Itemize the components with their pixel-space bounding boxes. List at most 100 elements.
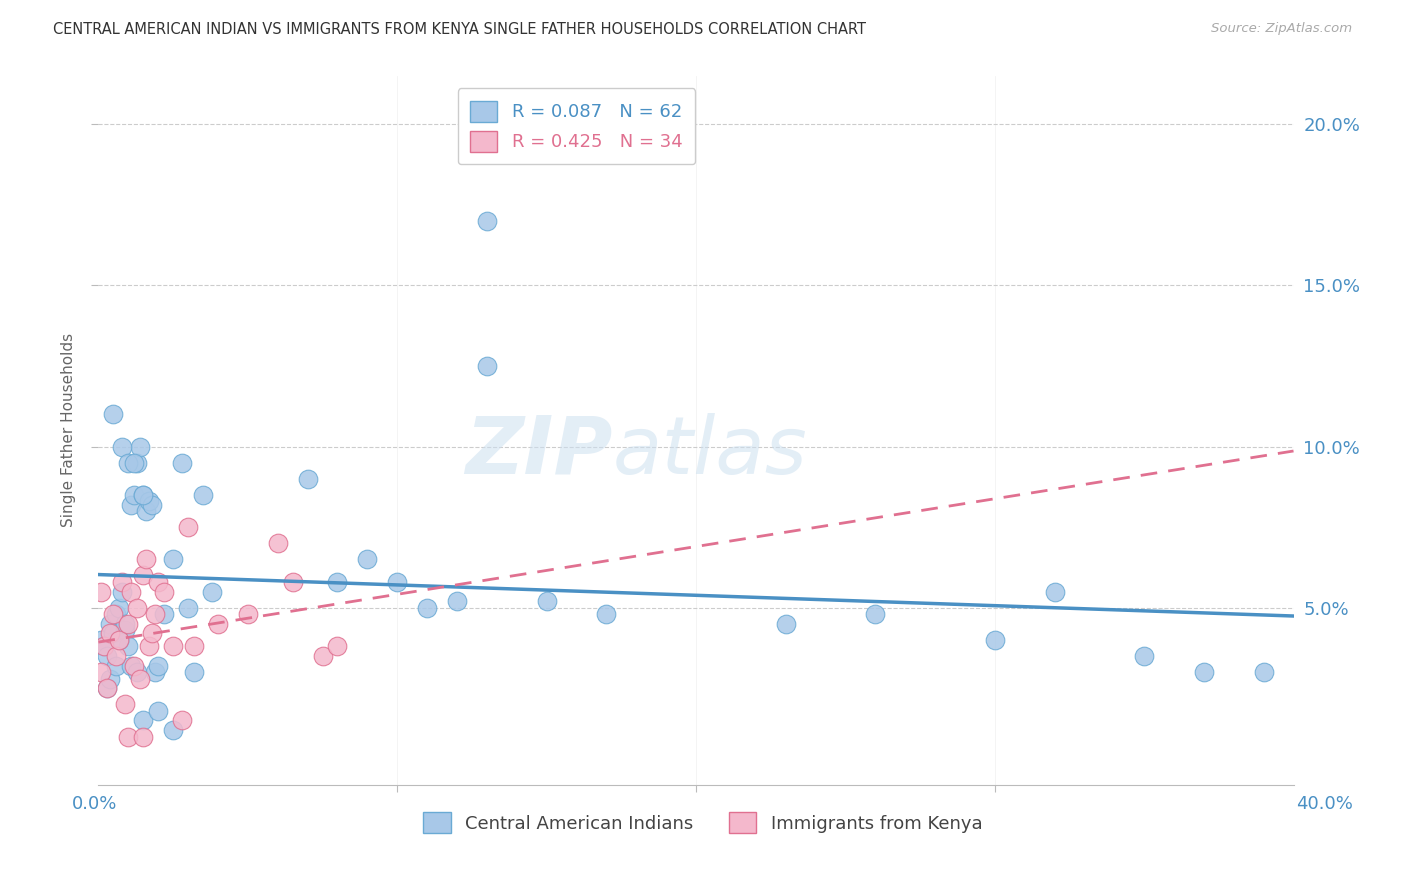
Point <box>191 488 214 502</box>
Point <box>162 723 184 738</box>
Point <box>267 536 290 550</box>
Point <box>207 616 229 631</box>
Point <box>117 616 139 631</box>
Point <box>162 640 184 654</box>
Point <box>108 632 131 647</box>
Point <box>120 658 142 673</box>
Point <box>1253 665 1275 680</box>
Point <box>108 632 131 647</box>
Point <box>114 616 136 631</box>
Point <box>103 607 125 621</box>
Point <box>1192 665 1215 680</box>
Point <box>356 552 378 566</box>
Point <box>90 632 112 647</box>
Point <box>475 214 498 228</box>
Text: CENTRAL AMERICAN INDIAN VS IMMIGRANTS FROM KENYA SINGLE FATHER HOUSEHOLDS CORREL: CENTRAL AMERICAN INDIAN VS IMMIGRANTS FR… <box>53 22 866 37</box>
Point <box>326 574 349 589</box>
Point <box>124 488 146 502</box>
Point <box>127 600 149 615</box>
Point <box>138 494 160 508</box>
Point <box>595 607 617 621</box>
Point <box>177 520 200 534</box>
Point <box>117 640 139 654</box>
Point <box>311 648 333 663</box>
Point <box>111 574 134 589</box>
Y-axis label: Single Father Households: Single Father Households <box>60 334 76 527</box>
Point <box>183 640 205 654</box>
Point <box>475 359 498 373</box>
Point <box>129 440 152 454</box>
Point <box>108 600 131 615</box>
Point <box>132 730 155 744</box>
Point <box>138 640 160 654</box>
Point <box>775 616 797 631</box>
Point <box>385 574 409 589</box>
Point <box>135 504 157 518</box>
Point <box>172 456 194 470</box>
Point <box>103 407 125 421</box>
Point <box>135 552 157 566</box>
Point <box>120 584 142 599</box>
Point <box>153 584 176 599</box>
Point <box>96 648 118 663</box>
Point <box>105 607 128 621</box>
Point <box>90 665 112 680</box>
Legend: Central American Indians, Immigrants from Kenya: Central American Indians, Immigrants fro… <box>416 805 990 840</box>
Legend: R = 0.087   N = 62, R = 0.425   N = 34: R = 0.087 N = 62, R = 0.425 N = 34 <box>458 88 695 164</box>
Point <box>148 704 170 718</box>
Point <box>446 594 468 608</box>
Point <box>111 584 134 599</box>
Point <box>132 714 155 728</box>
Point <box>93 640 115 654</box>
Point <box>865 607 887 621</box>
Point <box>177 600 200 615</box>
Point <box>536 594 558 608</box>
Text: atlas: atlas <box>613 413 807 491</box>
Point <box>117 730 139 744</box>
Point <box>105 648 128 663</box>
Point <box>132 488 155 502</box>
Point <box>96 681 118 696</box>
Point <box>117 456 139 470</box>
Text: 0.0%: 0.0% <box>72 795 117 813</box>
Point <box>1133 648 1156 663</box>
Point <box>162 552 184 566</box>
Point <box>114 698 136 712</box>
Point <box>120 498 142 512</box>
Point <box>326 640 349 654</box>
Point <box>416 600 439 615</box>
Point <box>96 681 118 696</box>
Point <box>201 584 224 599</box>
Point <box>172 714 194 728</box>
Point <box>183 665 205 680</box>
Point <box>114 624 136 638</box>
Text: 40.0%: 40.0% <box>1296 795 1353 813</box>
Point <box>1043 584 1066 599</box>
Point <box>143 665 166 680</box>
Point <box>281 574 304 589</box>
Point <box>98 626 122 640</box>
Point <box>148 658 170 673</box>
Point <box>153 607 176 621</box>
Point <box>132 568 155 582</box>
Point <box>127 665 149 680</box>
Point <box>93 640 115 654</box>
Text: ZIP: ZIP <box>465 413 613 491</box>
Point <box>141 498 163 512</box>
Point <box>124 658 146 673</box>
Point <box>124 456 146 470</box>
Point <box>98 672 122 686</box>
Point <box>98 616 122 631</box>
Point <box>132 488 155 502</box>
Text: Source: ZipAtlas.com: Source: ZipAtlas.com <box>1212 22 1353 36</box>
Point <box>143 607 166 621</box>
Point <box>297 472 319 486</box>
Point <box>984 632 1007 647</box>
Point <box>129 672 152 686</box>
Point <box>141 626 163 640</box>
Point <box>111 440 134 454</box>
Point <box>127 456 149 470</box>
Point <box>90 584 112 599</box>
Point <box>148 574 170 589</box>
Point <box>103 626 125 640</box>
